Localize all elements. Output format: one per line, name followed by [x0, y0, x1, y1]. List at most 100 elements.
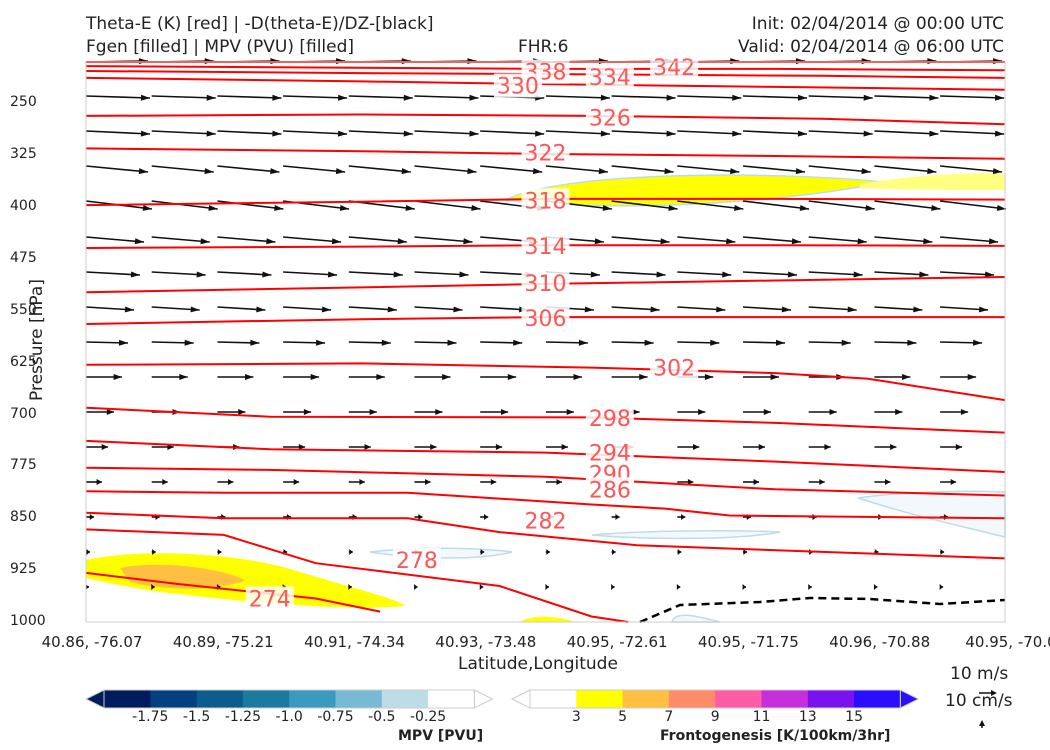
gradient-arrowhead	[118, 339, 128, 346]
gradient-arrowhead	[532, 168, 543, 175]
y-tick-label: 925	[10, 561, 37, 578]
gradient-arrowhead	[501, 409, 509, 415]
gradient-arrowhead	[479, 584, 484, 590]
theta-e-contour	[85, 511, 1006, 560]
gradient-arrowhead	[950, 479, 957, 485]
theta-e-label: 278	[396, 549, 438, 574]
gradient-arrowhead	[660, 238, 670, 245]
gradient-arrow	[151, 271, 206, 276]
gradient-arrow	[151, 200, 218, 210]
contour-label-bg	[650, 355, 699, 380]
contour-label-bg	[521, 271, 570, 296]
fgen-tick-label: 15	[845, 709, 864, 725]
gradient-arrowhead	[861, 168, 871, 175]
gradient-arrowhead	[463, 238, 473, 245]
gradient-arrow	[151, 236, 210, 243]
gradient-arrowhead	[573, 374, 582, 380]
gradient-arrowhead	[939, 584, 944, 590]
gradient-arrowhead	[791, 238, 801, 245]
gradient-arrowhead	[992, 168, 1003, 175]
mpv-fill	[670, 614, 721, 623]
gradient-arrow	[414, 236, 473, 243]
gradient-arrowhead	[927, 168, 937, 175]
wind-key-vertical-label: 10 cm/s	[945, 691, 1013, 711]
mpv-tick-label: -0.25	[409, 709, 447, 725]
contour-label-bg	[585, 440, 634, 465]
gradient-arrowhead	[668, 204, 678, 211]
gradient-arrowhead	[732, 94, 742, 101]
gradient-arrowhead	[584, 306, 594, 313]
theta-e-label: 330	[497, 75, 539, 100]
theta-e-contour	[85, 466, 1006, 497]
gradient-arrowhead	[359, 479, 365, 485]
gradient-arrowhead	[101, 444, 108, 450]
gradient-arrowhead	[381, 339, 391, 346]
gradient-arrowhead	[471, 204, 481, 211]
gradient-arrowhead	[955, 444, 963, 450]
gradient-arrow	[874, 271, 929, 276]
gradient-arrow	[151, 130, 216, 135]
fgen-fill	[520, 616, 575, 622]
gradient-arrowhead	[797, 130, 807, 137]
gradient-arrowhead	[96, 479, 102, 485]
gradient-arrowhead	[578, 339, 588, 346]
gradient-arrowhead	[650, 306, 660, 313]
y-tick-label: 250	[10, 94, 37, 111]
mpv-swatch	[242, 690, 290, 708]
mpv-tick-label: -0.5	[368, 709, 396, 725]
gradient-arrow	[283, 95, 348, 99]
mpv-colorbar-title: MPV [PVU]	[398, 728, 484, 744]
fgen-swatch	[576, 690, 624, 708]
gradient-arrowhead	[89, 514, 94, 520]
gradient-arrow	[808, 200, 875, 210]
gradient-arrow	[85, 271, 141, 276]
theta-e-contour	[85, 76, 1006, 91]
gradient-arrowhead	[106, 409, 114, 415]
gradient-arrowhead	[829, 409, 837, 415]
theta-e-label: 310	[525, 272, 567, 297]
y-axis-label: Pressure [hPa]	[27, 279, 47, 401]
mpv-tick-label: -1.25	[224, 709, 262, 725]
gradient-arrow	[151, 95, 216, 99]
gradient-arrowhead	[808, 584, 812, 590]
fgen-tick-label: 3	[571, 709, 581, 725]
gradient-arrowhead	[435, 409, 443, 415]
gradient-arrowhead	[303, 409, 312, 415]
theta-e-label: 318	[525, 189, 567, 214]
fgen-colorbar-title: Frontogenesis [K/100km/3hr]	[660, 728, 891, 744]
gradient-arrow	[611, 95, 676, 99]
theta-e-label: 282	[525, 509, 567, 534]
gradient-arrowhead	[960, 409, 969, 415]
gradient-arrowhead	[594, 238, 604, 245]
gradient-arrow	[677, 130, 742, 135]
gradient-arrowhead	[797, 94, 807, 101]
gradient-arrowhead	[495, 444, 503, 450]
gradient-arrowhead	[162, 479, 168, 485]
gradient-arrow	[348, 271, 403, 276]
gradient-arrow	[348, 165, 411, 173]
gradient-arrowhead	[376, 374, 385, 380]
gradient-arrow	[85, 236, 145, 243]
gradient-arrow	[611, 236, 670, 243]
x-tick-label: 40.95, -71.75	[698, 633, 799, 651]
gradient-arrowhead	[853, 271, 863, 278]
gradient-arrow	[808, 95, 873, 99]
gradient-arrow	[348, 130, 413, 135]
gradient-arrow	[940, 200, 1007, 210]
gradient-arrowhead	[130, 271, 140, 278]
gradient-arrowhead	[857, 238, 867, 245]
gradient-arrow	[217, 271, 272, 276]
gradient-arrowhead	[546, 549, 550, 555]
contour-label-bg	[585, 65, 634, 90]
gradient-arrow	[742, 236, 802, 243]
gradient-arrowhead	[310, 374, 320, 380]
gradient-arrowhead	[644, 339, 654, 346]
gradient-arrowhead	[507, 374, 517, 380]
gradient-arrowhead	[656, 271, 666, 278]
gradient-arrow	[85, 165, 149, 173]
gradient-arrowhead	[561, 444, 568, 450]
gradient-arrowhead	[348, 584, 352, 590]
gradient-arrow	[874, 200, 941, 210]
theta-e-label: 306	[525, 307, 567, 332]
gradient-arrowhead	[245, 374, 254, 380]
